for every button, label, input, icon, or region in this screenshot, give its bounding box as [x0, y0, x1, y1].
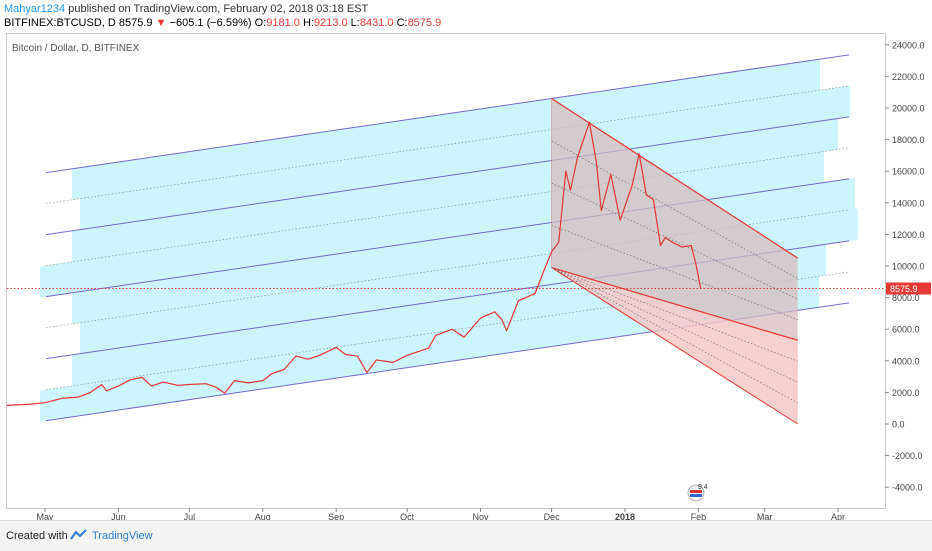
pane-title: Bitcoin / Dollar, D, BITFINEX — [12, 43, 140, 54]
x-axis-tick-label: May — [36, 512, 54, 520]
falling-channel-line — [551, 98, 799, 259]
rising-channel-line — [45, 116, 850, 236]
footer: Created with TradingView — [0, 520, 932, 551]
tradingview-brand[interactable]: TradingView — [92, 530, 153, 542]
down-arrow-icon: ▼ — [155, 17, 167, 29]
y-axis-tick-label: 12000.0 — [892, 230, 925, 240]
event-flag-stripe — [689, 490, 702, 493]
event-flag-stripe — [689, 494, 702, 497]
falling-channel-dotted — [551, 140, 798, 279]
y-axis-tick-label: -2000.0 — [892, 451, 923, 461]
author-link[interactable]: Mahyar1234 — [4, 3, 66, 15]
open-value: 9181.0 — [266, 17, 300, 29]
x-axis-tick-label: Nov — [473, 512, 490, 520]
y-axis-tick-label: 18000.0 — [892, 135, 925, 145]
price-chart[interactable]: 24000.0 22000.0 20000.0 18000.0 16000.0 14000… — [0, 0, 932, 520]
x-axis-tick-label: Mar — [757, 512, 773, 520]
falling-channel-line — [551, 267, 798, 341]
x-axis-tick-label: Apr — [831, 512, 845, 520]
falling-channel-line — [551, 267, 799, 425]
last-price-tag-label: 8575.9 — [890, 284, 918, 294]
rising-channel-line — [45, 54, 850, 174]
open-label: O: — [254, 17, 267, 29]
y-axis-tick-label: 0.0 — [892, 420, 905, 430]
last-price: 8575.9 — [118, 17, 153, 29]
rising-channel-line — [45, 147, 850, 266]
x-axis-tick-label: Aug — [255, 512, 271, 520]
last-price-tag — [886, 282, 931, 295]
close-value: 8575.9 — [407, 17, 442, 29]
change-value: −605.1 (−6.59%) — [169, 17, 252, 29]
close-label: C: — [396, 17, 408, 29]
high-value: 9213.0 — [313, 17, 348, 29]
high-label: H: — [302, 17, 314, 29]
y-axis-tick-label: 4000.0 — [892, 356, 920, 366]
rising-channel-band — [72, 59, 820, 200]
y-axis-tick-label: -4000.0 — [892, 483, 923, 493]
x-axis-tick-label: Jun — [111, 512, 126, 520]
rising-channel-line — [45, 85, 850, 204]
y-axis-tick-label: 20000.0 — [892, 104, 925, 114]
plot-area — [7, 54, 885, 425]
event-badge-label: 9 4 — [698, 484, 708, 491]
y-axis-tick-label: 6000.0 — [892, 325, 920, 335]
low-label: L: — [350, 17, 360, 29]
y-axis-tick-label: 8000.0 — [892, 293, 920, 303]
publish-info: published on TradingView.com, February 0… — [65, 3, 369, 15]
y-axis-tick-label: 24000.0 — [892, 40, 925, 50]
falling-channel-dotted — [551, 267, 798, 404]
chart-header: Mahyar1234 published on TradingView.com,… — [4, 2, 441, 30]
created-with-label: Created with — [6, 530, 68, 542]
tradingview-logo-icon — [70, 529, 87, 540]
x-axis-tick-label: Feb — [691, 512, 707, 520]
falling-channel-upper-band — [551, 98, 798, 341]
y-axis-tick-label: 10000.0 — [892, 262, 925, 272]
rising-channel-line — [45, 178, 850, 298]
price-series-line — [7, 121, 702, 406]
ohlc-line: BITFINEX:BTCUSD, D 8575.9 ▼ −605.1 (−6.5… — [4, 16, 441, 30]
rising-channel-band — [72, 118, 838, 262]
symbol-label: BITFINEX:BTCUSD, D — [4, 17, 116, 29]
x-axis-tick-label: 2018 — [615, 512, 635, 520]
x-axis-tick-label: Jul — [184, 512, 196, 520]
y-axis-tick-label: 22000.0 — [892, 72, 925, 82]
y-axis-tick-label: 14000.0 — [892, 198, 925, 208]
rising-channel-band — [80, 85, 850, 230]
y-axis-tick-label: 16000.0 — [892, 167, 925, 177]
publish-line: Mahyar1234 published on TradingView.com,… — [4, 2, 441, 16]
x-axis-tick-label: Sep — [328, 512, 344, 520]
y-axis-tick-label: 2000.0 — [892, 388, 920, 398]
x-axis-tick-label: Oct — [400, 512, 415, 520]
low-value: 8431.0 — [359, 17, 394, 29]
x-axis-tick-label: Dec — [544, 512, 561, 520]
